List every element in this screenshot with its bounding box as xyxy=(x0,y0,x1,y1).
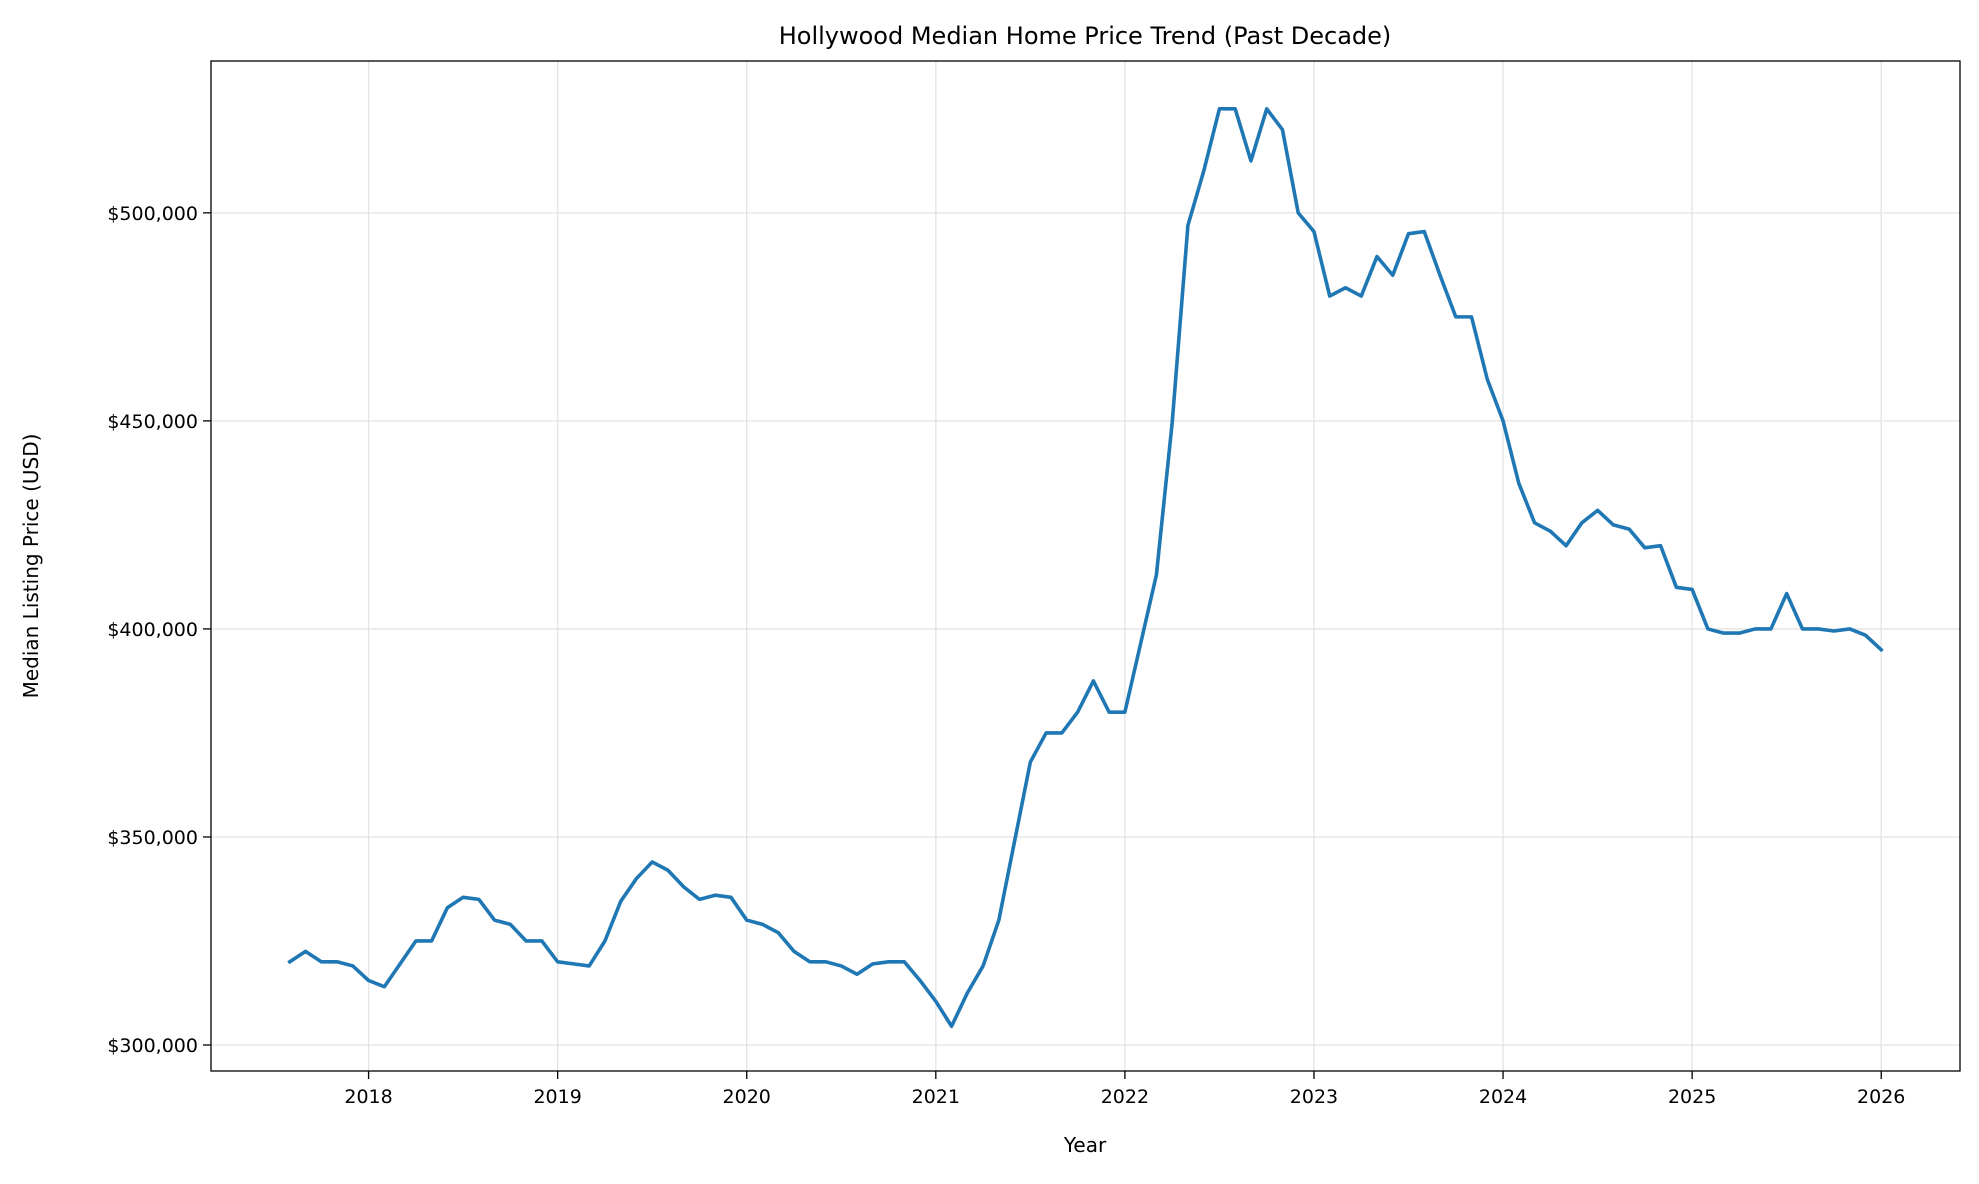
x-tick-label: 2021 xyxy=(912,1086,960,1108)
price-line xyxy=(290,109,1881,1026)
y-ticks: $300,000 $350,000 $400,000 $450,000 $500,000 xyxy=(107,203,211,1057)
y-tick-label: $400,000 xyxy=(107,619,198,641)
x-tick-label: 2018 xyxy=(344,1086,392,1108)
chart-title: Hollywood Median Home Price Trend (Past … xyxy=(779,22,1392,50)
x-tick-label: 2024 xyxy=(1479,1086,1527,1108)
x-tick-label: 2023 xyxy=(1290,1086,1338,1108)
x-tick-label: 2026 xyxy=(1857,1086,1905,1108)
y-tick-label: $300,000 xyxy=(107,1035,198,1057)
y-tick-label: $450,000 xyxy=(107,411,198,433)
y-axis-label: Median Listing Price (USD) xyxy=(19,434,43,699)
x-tick-label: 2020 xyxy=(723,1086,771,1108)
y-tick-label: $500,000 xyxy=(107,203,198,225)
x-tick-label: 2022 xyxy=(1101,1086,1149,1108)
x-axis-label: Year xyxy=(1063,1133,1107,1157)
grid xyxy=(211,61,1960,1071)
series xyxy=(290,109,1882,1027)
x-ticks: 2018 2019 2020 2021 2022 2023 2024 2025 2026 xyxy=(344,1071,1905,1108)
x-tick-label: 2019 xyxy=(533,1086,581,1108)
y-tick-label: $350,000 xyxy=(107,827,198,849)
x-tick-label: 2025 xyxy=(1668,1086,1716,1108)
